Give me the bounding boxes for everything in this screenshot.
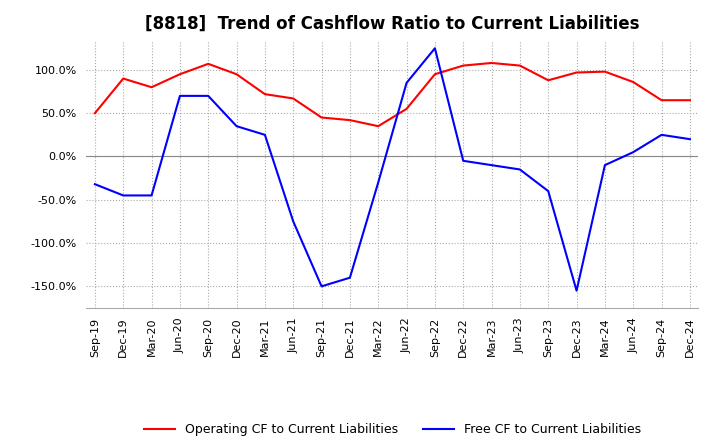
Operating CF to Current Liabilities	[346, 117, 354, 123]
Operating CF to Current Liabilities	[402, 106, 411, 111]
Operating CF to Current Liabilities	[629, 79, 637, 84]
Free CF to Current Liabilities	[629, 150, 637, 155]
Free CF to Current Liabilities	[516, 167, 524, 172]
Operating CF to Current Liabilities	[431, 72, 439, 77]
Operating CF to Current Liabilities	[374, 124, 382, 129]
Operating CF to Current Liabilities	[176, 72, 184, 77]
Free CF to Current Liabilities	[176, 93, 184, 99]
Free CF to Current Liabilities	[544, 188, 552, 194]
Free CF to Current Liabilities	[402, 80, 411, 85]
Free CF to Current Liabilities	[346, 275, 354, 280]
Operating CF to Current Liabilities	[204, 61, 212, 66]
Operating CF to Current Liabilities	[657, 98, 666, 103]
Title: [8818]  Trend of Cashflow Ratio to Current Liabilities: [8818] Trend of Cashflow Ratio to Curren…	[145, 15, 639, 33]
Operating CF to Current Liabilities	[572, 70, 581, 75]
Operating CF to Current Liabilities	[233, 72, 241, 77]
Operating CF to Current Liabilities	[487, 60, 496, 66]
Free CF to Current Liabilities	[289, 219, 297, 224]
Free CF to Current Liabilities	[600, 162, 609, 168]
Operating CF to Current Liabilities	[544, 77, 552, 83]
Line: Operating CF to Current Liabilities: Operating CF to Current Liabilities	[95, 63, 690, 126]
Operating CF to Current Liabilities	[119, 76, 127, 81]
Operating CF to Current Liabilities	[459, 63, 467, 68]
Free CF to Current Liabilities	[148, 193, 156, 198]
Free CF to Current Liabilities	[91, 182, 99, 187]
Free CF to Current Liabilities	[657, 132, 666, 137]
Operating CF to Current Liabilities	[289, 96, 297, 101]
Free CF to Current Liabilities	[431, 46, 439, 51]
Free CF to Current Liabilities	[119, 193, 127, 198]
Legend: Operating CF to Current Liabilities, Free CF to Current Liabilities: Operating CF to Current Liabilities, Fre…	[138, 418, 647, 440]
Operating CF to Current Liabilities	[318, 115, 326, 120]
Operating CF to Current Liabilities	[685, 98, 694, 103]
Operating CF to Current Liabilities	[261, 92, 269, 97]
Operating CF to Current Liabilities	[91, 110, 99, 116]
Free CF to Current Liabilities	[459, 158, 467, 163]
Free CF to Current Liabilities	[204, 93, 212, 99]
Operating CF to Current Liabilities	[148, 84, 156, 90]
Free CF to Current Liabilities	[318, 284, 326, 289]
Free CF to Current Liabilities	[261, 132, 269, 137]
Operating CF to Current Liabilities	[600, 69, 609, 74]
Free CF to Current Liabilities	[374, 180, 382, 185]
Line: Free CF to Current Liabilities: Free CF to Current Liabilities	[95, 48, 690, 291]
Free CF to Current Liabilities	[233, 124, 241, 129]
Free CF to Current Liabilities	[685, 136, 694, 142]
Free CF to Current Liabilities	[572, 288, 581, 293]
Operating CF to Current Liabilities	[516, 63, 524, 68]
Free CF to Current Liabilities	[487, 162, 496, 168]
